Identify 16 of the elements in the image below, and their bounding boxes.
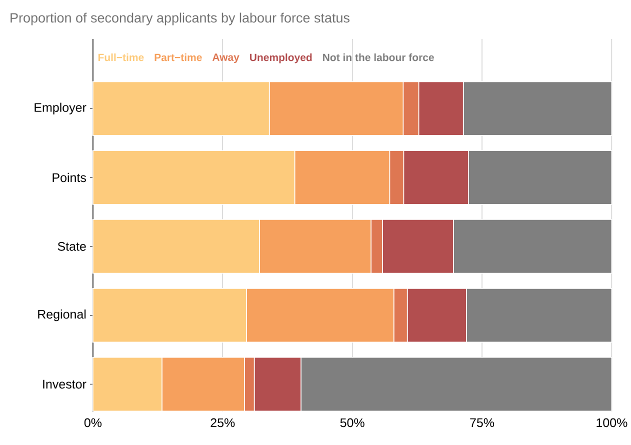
- y-tick-label: Employer: [34, 102, 86, 115]
- y-tick-label: Points: [52, 173, 86, 182]
- x-tick-label: 50%: [340, 418, 364, 428]
- x-tick-label: 25%: [210, 418, 235, 428]
- series-label: Full−time: [98, 54, 144, 62]
- y-tick-label: Regional: [38, 310, 86, 322]
- x-tick-label: 0%: [84, 418, 102, 428]
- y-tick-label: Investor: [43, 380, 86, 389]
- text: Away: [212, 54, 240, 64]
- y-tick-label: State: [58, 242, 86, 251]
- x-tick-label: 75%: [470, 418, 494, 428]
- x-tick-label: 100%: [596, 418, 628, 428]
- text: Part−time: [154, 54, 202, 62]
- chart-title: Proportion of secondary applicants by labour force status: [10, 12, 350, 26]
- text: Not in the labour force: [323, 54, 434, 62]
- text: Unemployed: [250, 54, 312, 64]
